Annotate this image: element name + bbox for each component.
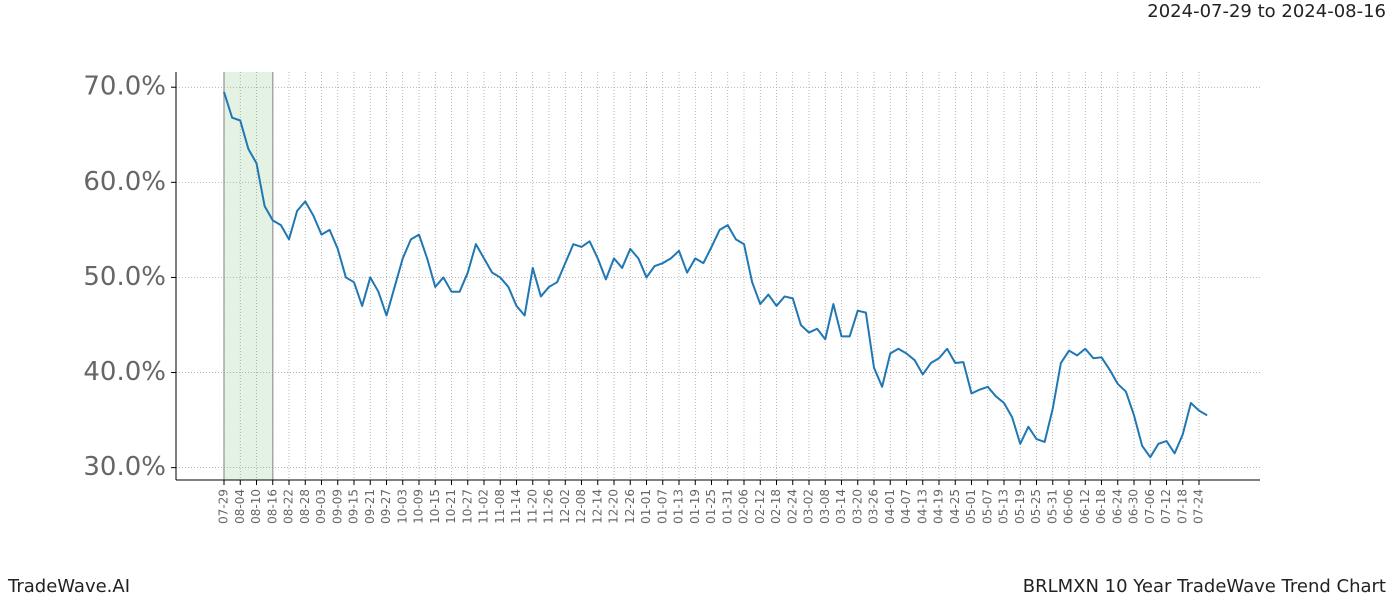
- x-tick-label: 05-01: [964, 489, 978, 524]
- x-tick-label: 06-24: [1110, 489, 1124, 524]
- x-tick-label: 11-08: [493, 489, 507, 524]
- x-tick-label: 06-30: [1127, 489, 1141, 524]
- x-tick-label: 06-12: [1078, 489, 1092, 524]
- x-tick-label: 05-31: [1045, 489, 1059, 524]
- y-tick-label: 70.0%: [83, 72, 166, 102]
- x-tick-label: 06-18: [1094, 489, 1108, 524]
- x-tick-label: 01-01: [639, 489, 653, 524]
- x-tick-label: 09-03: [314, 489, 328, 524]
- x-tick-label: 12-26: [623, 489, 637, 524]
- x-tick-label: 08-10: [249, 489, 263, 524]
- x-tick-label: 11-02: [477, 489, 491, 524]
- x-tick-label: 09-15: [347, 489, 361, 524]
- x-tick-label: 05-25: [1029, 489, 1043, 524]
- x-tick-label: 12-20: [607, 489, 621, 524]
- x-tick-label: 10-21: [444, 489, 458, 524]
- x-tick-label: 07-29: [217, 489, 231, 524]
- x-tick-label: 08-22: [282, 489, 296, 524]
- x-tick-label: 05-13: [997, 489, 1011, 524]
- x-tick-label: 01-13: [672, 489, 686, 524]
- x-tick-label: 09-09: [330, 489, 344, 524]
- x-tick-label: 02-12: [753, 489, 767, 524]
- x-tick-label: 10-27: [460, 489, 474, 524]
- x-tick-label: 05-07: [980, 489, 994, 524]
- x-tick-label: 02-18: [769, 489, 783, 524]
- x-tick-label: 04-01: [883, 489, 897, 524]
- x-tick-label: 08-04: [233, 489, 247, 524]
- y-tick-label: 40.0%: [83, 357, 166, 387]
- x-tick-label: 12-14: [590, 489, 604, 524]
- x-tick-label: 07-24: [1192, 489, 1206, 524]
- x-tick-label: 11-26: [542, 489, 556, 524]
- x-tick-label: 04-19: [932, 489, 946, 524]
- x-tick-label: 03-26: [867, 489, 881, 524]
- x-tick-label: 08-28: [298, 489, 312, 524]
- x-tick-label: 03-20: [850, 489, 864, 524]
- x-tick-label: 09-27: [379, 489, 393, 524]
- x-tick-label: 04-13: [915, 489, 929, 524]
- x-tick-label: 03-14: [834, 489, 848, 524]
- x-tick-label: 07-12: [1159, 489, 1173, 524]
- x-tick-label: 04-07: [899, 489, 913, 524]
- y-tick-label: 60.0%: [83, 167, 166, 197]
- x-tick-label: 11-20: [525, 489, 539, 524]
- x-tick-label: 01-19: [688, 489, 702, 524]
- highlight-region: [224, 72, 273, 480]
- footer-left: TradeWave.AI: [7, 576, 130, 597]
- y-tick-label: 30.0%: [83, 452, 166, 482]
- x-tick-label: 04-25: [948, 489, 962, 524]
- x-tick-label: 01-31: [720, 489, 734, 524]
- x-tick-label: 07-18: [1175, 489, 1189, 524]
- y-tick-label: 50.0%: [83, 262, 166, 292]
- x-tick-label: 02-06: [737, 489, 751, 524]
- x-tick-label: 10-15: [428, 489, 442, 524]
- footer-right: BRLMXN 10 Year TradeWave Trend Chart: [1023, 576, 1386, 597]
- x-tick-label: 05-19: [1013, 489, 1027, 524]
- x-tick-label: 10-09: [412, 489, 426, 524]
- chart-subtitle: 2024-07-29 to 2024-08-16: [1147, 1, 1386, 22]
- x-tick-label: 07-06: [1143, 489, 1157, 524]
- x-tick-label: 01-25: [704, 489, 718, 524]
- x-tick-label: 12-02: [558, 489, 572, 524]
- x-tick-label: 12-08: [574, 489, 588, 524]
- x-tick-label: 09-21: [363, 489, 377, 524]
- x-tick-label: 08-16: [265, 489, 279, 524]
- x-tick-label: 11-14: [509, 489, 523, 524]
- x-tick-label: 02-24: [785, 489, 799, 524]
- x-tick-label: 03-08: [818, 489, 832, 524]
- x-tick-label: 03-02: [802, 489, 816, 524]
- trend-line: [223, 91, 1208, 459]
- x-tick-label: 10-03: [395, 489, 409, 524]
- x-tick-label: 01-07: [655, 489, 669, 524]
- x-tick-label: 06-06: [1062, 489, 1076, 524]
